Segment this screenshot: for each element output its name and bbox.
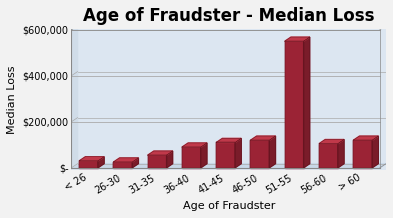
Polygon shape: [235, 138, 241, 168]
Polygon shape: [304, 37, 310, 168]
Polygon shape: [338, 140, 344, 168]
Polygon shape: [148, 151, 173, 155]
Polygon shape: [79, 161, 98, 168]
Polygon shape: [250, 140, 269, 168]
Polygon shape: [167, 151, 173, 168]
Polygon shape: [132, 158, 138, 168]
Polygon shape: [98, 157, 104, 168]
Polygon shape: [201, 143, 207, 168]
Polygon shape: [216, 138, 241, 143]
Polygon shape: [216, 143, 235, 168]
Polygon shape: [250, 136, 275, 140]
Polygon shape: [114, 158, 138, 162]
Polygon shape: [114, 162, 132, 168]
Polygon shape: [285, 41, 304, 168]
Polygon shape: [372, 136, 378, 168]
Polygon shape: [285, 37, 310, 41]
Polygon shape: [353, 140, 372, 168]
Polygon shape: [182, 147, 201, 168]
Polygon shape: [72, 26, 77, 168]
Polygon shape: [269, 136, 275, 168]
Polygon shape: [353, 136, 378, 140]
Polygon shape: [79, 157, 104, 161]
Polygon shape: [77, 26, 386, 164]
Polygon shape: [319, 140, 344, 144]
X-axis label: Age of Fraudster: Age of Fraudster: [182, 201, 275, 211]
Polygon shape: [72, 164, 386, 168]
Polygon shape: [182, 143, 207, 147]
Polygon shape: [319, 144, 338, 168]
Title: Age of Fraudster - Median Loss: Age of Fraudster - Median Loss: [83, 7, 375, 25]
Y-axis label: Median Loss: Median Loss: [7, 65, 17, 134]
Polygon shape: [148, 155, 167, 168]
